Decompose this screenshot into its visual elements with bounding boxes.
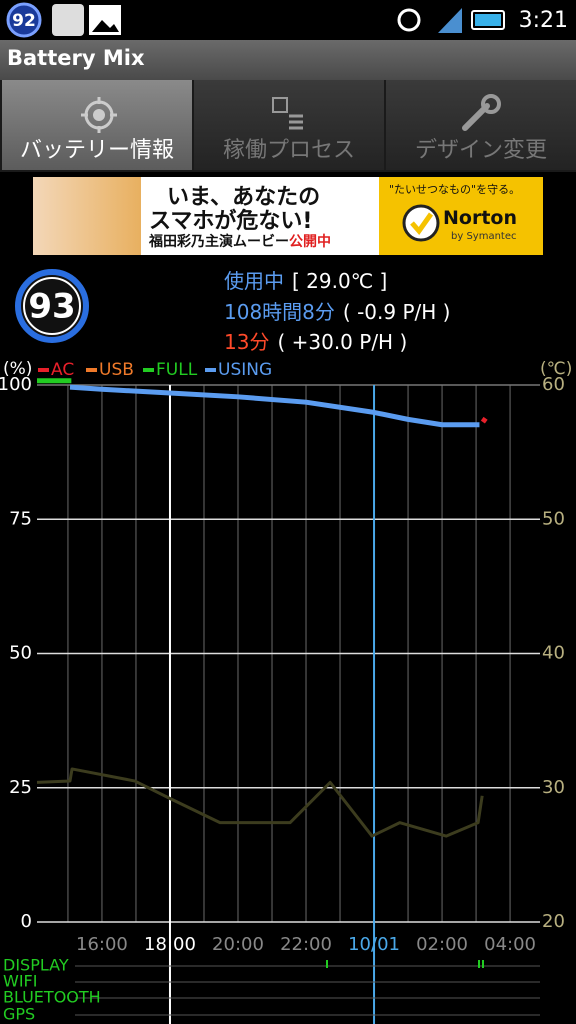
tab-icon [462,94,501,131]
tab-bar: バッテリー情報 稼働プロセス デザイン変更 [0,80,576,172]
tab[interactable]: デザイン変更 [386,80,576,170]
battery-fill [475,14,501,26]
x-tick-label: 20:00 [212,934,264,955]
ad-text: 公開中 [289,234,331,250]
legend-swatch [143,368,154,372]
x-tick-label: 16:00 [76,934,128,955]
tab-icon [81,97,117,133]
ad-text: Norton [443,207,517,229]
x-tick-label: 10/01 [348,934,400,955]
x-tick-label: 04:00 [484,934,536,955]
info-detail: [ 29.0℃ ] [292,269,388,293]
app-icon [52,4,84,36]
legend-label: USING [218,360,272,380]
y-tick-label: 0 [21,911,32,932]
activity-label: DISPLAY [3,956,69,975]
ad-text: by Symantec [451,231,517,242]
y2-tick-label: 40 [542,643,565,664]
legend-label: USB [99,360,134,380]
status-bar: 92 3:21 [0,0,576,40]
legend-swatch [205,368,216,372]
info-value-group: 108時間8分 ( -0.9 P/H ) [224,296,450,325]
level-ring: 93 [15,269,89,343]
info-value: 使用中 [224,269,284,293]
y2-tick-label: 20 [542,911,565,932]
activity-label: GPS [3,1005,35,1024]
alarm-icon [397,8,421,32]
y2-tick-label: 50 [542,508,565,529]
legend-swatch [38,368,49,372]
signal-icon [438,8,462,33]
ad-text: "たいせつなもの"を守る。 [389,183,521,196]
y2-axis-label: (℃) [540,359,572,379]
ad-text: 福田彩乃主演ムービー公開中 [149,231,331,251]
badge [6,2,42,38]
tab[interactable]: バッテリー情報 [2,80,192,170]
y-tick-label: 25 [9,777,32,798]
activity-label: WIFI [3,972,37,991]
x-tick-label: 18:00 [144,934,196,955]
chart: 0 25 50 75 100 20 30 40 50 60 16:00 18:00 20:00 22:00… [0,359,572,1024]
y-tick-label: 100 [0,374,32,395]
legend-label: AC [51,360,74,380]
tab-label: 稼働プロセス [222,138,355,163]
series-line [480,416,488,424]
tab[interactable]: 稼働プロセス [194,80,384,170]
title-bar: Battery Mix [0,40,576,80]
ad-logo [402,204,440,242]
ad-brand-box: "たいせつなもの"を守る。 Norton by Symantec [379,177,543,255]
series-line [69,384,480,428]
badge-text: 92 [12,11,36,31]
x-tick-label: 02:00 [416,934,468,955]
y-tick-label: 50 [9,643,32,664]
tab-icon [272,97,303,130]
x-tick-label: 22:00 [280,934,332,955]
info-value-group: 13分 ( +30.0 P/H ) [224,326,407,355]
ad-text: いま、あなたの [167,185,321,210]
app-title: Battery Mix [7,46,145,70]
y2-tick-label: 30 [542,777,565,798]
legend-label: FULL [156,360,198,380]
activity-label: BLUETOOTH [3,988,101,1007]
tab-label: バッテリー情報 [19,138,174,163]
ad-banner[interactable]: いま、あなたの スマホが危ない! 福田彩乃主演ムービー公開中 "たいせつなもの"… [33,177,543,255]
clock: 3:21 [519,8,568,33]
status-icons: 92 3:21 [6,2,568,38]
level-text: 93 [28,287,75,327]
battery-icon [471,10,505,30]
ad-text: 福田彩乃主演ムービー [149,234,289,250]
y-tick-label: 75 [9,508,32,529]
ad-photo [33,177,141,255]
y-axis-label: (%) [3,359,32,379]
tab-label: デザイン変更 [414,138,547,163]
y2-tick-label: 60 [542,374,565,395]
info-detail: ( +30.0 P/H ) [277,330,408,354]
image-glyph [92,20,119,32]
info-value: 13分 [224,330,270,354]
series-line [36,767,484,838]
info-detail: ( -0.9 P/H ) [342,300,451,324]
info-value-group: 使用中 [ 29.0℃ ] [224,265,387,294]
info-value: 108時間8分 [224,300,335,324]
legend-swatch [86,368,97,372]
ad-text: スマホが危ない! [149,209,313,234]
